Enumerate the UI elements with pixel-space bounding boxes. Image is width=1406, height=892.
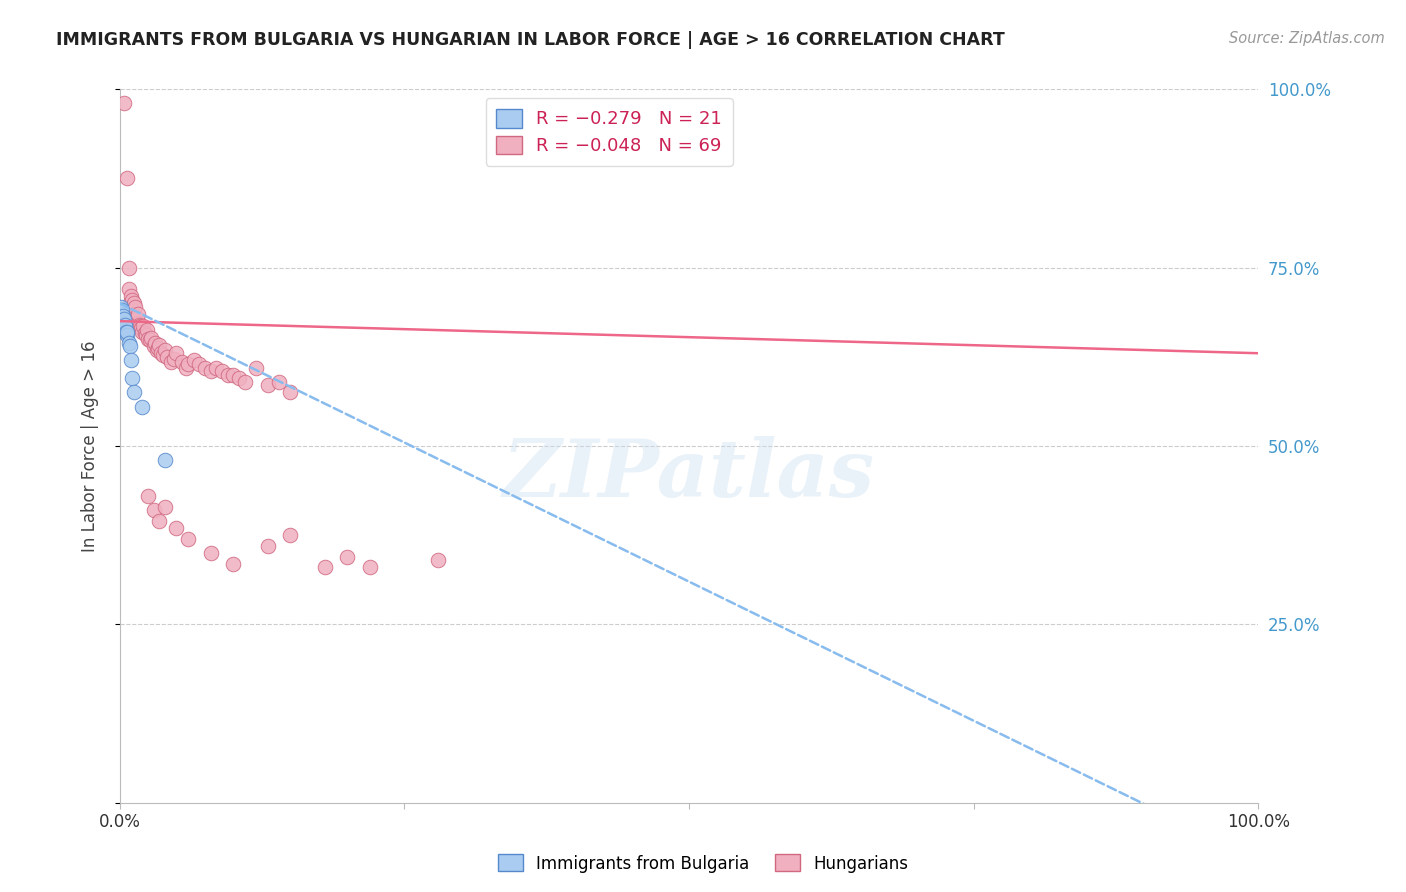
Point	[115, 325, 138, 339]
Point	[117, 260, 139, 275]
Point	[117, 171, 139, 186]
Text: Source: ZipAtlas.com: Source: ZipAtlas.com	[1229, 31, 1385, 46]
Point	[163, 351, 186, 366]
Point	[114, 318, 136, 332]
Point	[127, 307, 149, 321]
Point	[117, 282, 139, 296]
Point	[188, 357, 211, 371]
Point	[336, 549, 359, 564]
Point	[211, 364, 233, 378]
Point	[159, 355, 181, 369]
Point	[177, 532, 200, 546]
Text: ZIPatlas: ZIPatlas	[503, 436, 875, 513]
Point	[117, 335, 139, 350]
Point	[120, 353, 142, 368]
Point	[117, 328, 139, 343]
Point	[200, 546, 222, 560]
Point	[124, 296, 146, 310]
Point	[139, 334, 162, 348]
Point	[149, 346, 172, 360]
Text: IMMIGRANTS FROM BULGARIA VS HUNGARIAN IN LABOR FORCE | AGE > 16 CORRELATION CHAR: IMMIGRANTS FROM BULGARIA VS HUNGARIAN IN…	[56, 31, 1005, 49]
Point	[125, 310, 148, 325]
Point	[121, 371, 143, 385]
Point	[222, 557, 245, 571]
Point	[153, 500, 176, 514]
Point	[278, 385, 302, 400]
Point	[117, 325, 139, 339]
Point	[118, 339, 141, 353]
Point	[142, 503, 165, 517]
Point	[135, 328, 157, 343]
Point	[143, 335, 166, 350]
Point	[112, 318, 135, 332]
Legend: Immigrants from Bulgaria, Hungarians: Immigrants from Bulgaria, Hungarians	[491, 847, 915, 880]
Point	[148, 341, 170, 355]
Legend: R = −0.279   N = 21, R = −0.048   N = 69: R = −0.279 N = 21, R = −0.048 N = 69	[485, 98, 733, 166]
Point	[256, 539, 278, 553]
Point	[111, 316, 134, 330]
Point	[111, 310, 134, 325]
Point	[427, 553, 450, 567]
Point	[132, 319, 155, 334]
Point	[136, 332, 159, 346]
Point	[134, 326, 156, 341]
Point	[166, 521, 188, 535]
Point	[222, 368, 245, 382]
Point	[200, 364, 222, 378]
Point	[121, 293, 143, 307]
Point	[110, 307, 132, 321]
Point	[153, 343, 176, 357]
Point	[256, 378, 278, 392]
Point	[135, 323, 157, 337]
Point	[124, 385, 146, 400]
Point	[118, 296, 141, 310]
Point	[267, 375, 290, 389]
Point	[129, 319, 152, 334]
Point	[172, 355, 194, 369]
Point	[120, 289, 142, 303]
Point	[110, 300, 132, 314]
Point	[112, 312, 135, 326]
Point	[120, 303, 142, 318]
Point	[152, 348, 174, 362]
Point	[278, 528, 302, 542]
Point	[233, 375, 256, 389]
Point	[111, 309, 134, 323]
Y-axis label: In Labor Force | Age > 16: In Labor Force | Age > 16	[80, 340, 98, 552]
Point	[148, 514, 170, 528]
Point	[141, 330, 163, 344]
Point	[156, 350, 179, 364]
Point	[131, 400, 153, 414]
Point	[194, 360, 217, 375]
Point	[142, 339, 165, 353]
Point	[148, 337, 170, 351]
Point	[129, 321, 152, 335]
Point	[128, 318, 150, 332]
Point	[124, 307, 146, 321]
Point	[124, 300, 146, 314]
Point	[114, 321, 136, 335]
Point	[131, 325, 153, 339]
Point	[166, 346, 188, 360]
Point	[136, 489, 159, 503]
Point	[245, 360, 267, 375]
Point	[183, 353, 205, 368]
Point	[114, 325, 136, 339]
Point	[112, 96, 135, 111]
Point	[111, 303, 134, 318]
Point	[127, 316, 149, 330]
Point	[174, 360, 197, 375]
Point	[205, 360, 228, 375]
Point	[359, 560, 381, 574]
Point	[228, 371, 250, 385]
Point	[314, 560, 336, 574]
Point	[153, 453, 176, 467]
Point	[146, 343, 169, 357]
Point	[217, 368, 239, 382]
Point	[177, 357, 200, 371]
Point	[122, 303, 145, 318]
